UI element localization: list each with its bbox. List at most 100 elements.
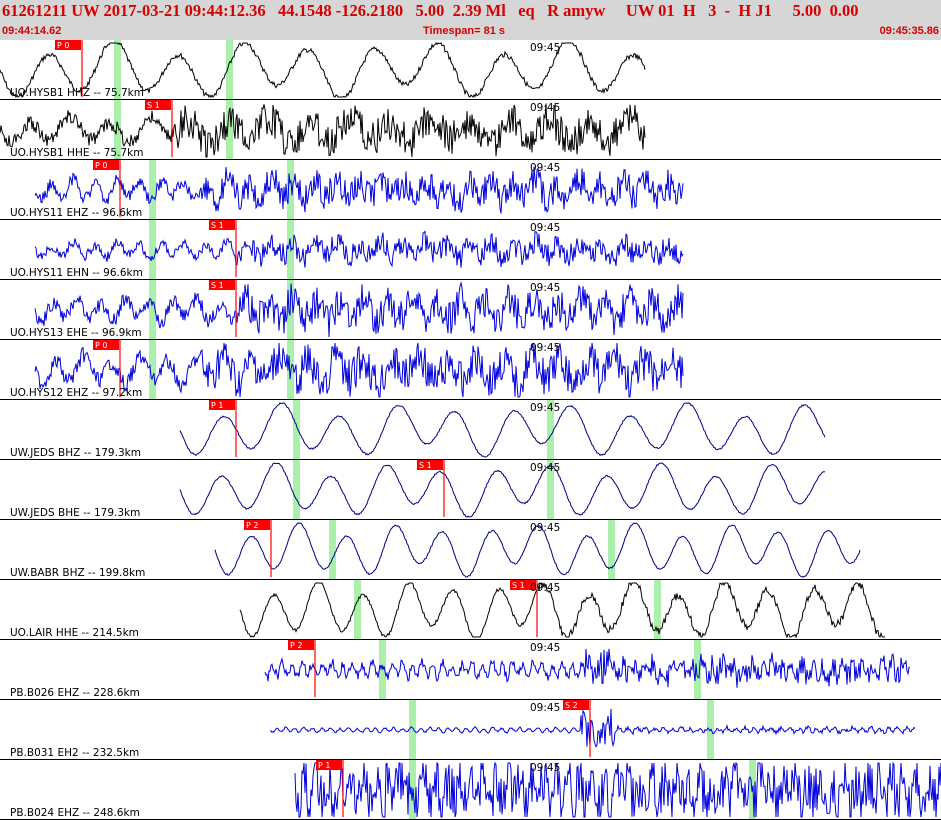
timespan-label: Timespan= 81 s	[423, 25, 506, 37]
time-marker: 09:45	[530, 702, 560, 714]
phase-marker	[149, 160, 156, 220]
pick-flag[interactable]	[93, 160, 119, 170]
waveform	[34, 342, 684, 398]
waveform	[239, 581, 885, 639]
phase-marker	[293, 400, 300, 460]
time-marker: 09:45	[530, 42, 560, 54]
pick-flag[interactable]	[563, 700, 589, 710]
station-label: UW.JEDS BHE -- 179.3km	[10, 507, 140, 519]
phase-marker	[547, 400, 554, 460]
waveform	[179, 462, 826, 518]
station-label: UO.HYS12 EHZ -- 97.2km	[10, 387, 142, 399]
phase-marker	[354, 580, 361, 640]
station-label: UO.HYSB1 HHZ -- 75.7km	[10, 87, 144, 99]
trace-row[interactable]: S 1 09:45 UO.LAIR HHE -- 214.5km	[0, 580, 941, 640]
phase-marker	[226, 40, 233, 100]
pick-label: P 2	[290, 641, 302, 650]
trace-row[interactable]: S 1 09:45 UW.JEDS BHE -- 179.3km	[0, 460, 941, 520]
phase-marker	[293, 460, 300, 520]
pick-flag[interactable]	[417, 460, 443, 470]
pick-flag[interactable]	[244, 520, 270, 530]
phase-marker	[114, 40, 121, 100]
trace-row[interactable]: P 0 09:45 UO.HYS12 EHZ -- 97.2km	[0, 340, 941, 400]
trace-row[interactable]: P 0 09:45 UO.HYSB1 HHZ -- 75.7km	[0, 40, 941, 100]
waveform	[269, 708, 916, 748]
event-title: 61261211 UW 2017-03-21 09:44:12.36 44.15…	[2, 1, 859, 20]
pick-label: P 1	[318, 761, 330, 770]
phase-marker	[694, 640, 701, 700]
station-label: PB.B026 EHZ -- 228.6km	[10, 687, 140, 699]
time-marker: 09:45	[530, 522, 560, 534]
trace-row[interactable]: S 1 09:45 UO.HYS11 EHN -- 96.6km	[0, 220, 941, 280]
phase-marker	[287, 160, 294, 220]
pick-label: P 1	[211, 401, 223, 410]
time-marker: 09:45	[530, 342, 560, 354]
trace-row[interactable]: S 2 09:45 PB.B031 EH2 -- 232.5km	[0, 700, 941, 760]
time-marker: 09:45	[530, 642, 560, 654]
trace-row[interactable]: P 2 09:45 UW.BABR BHZ -- 199.8km	[0, 520, 941, 580]
pick-flag[interactable]	[209, 280, 235, 290]
station-label: UO.LAIR HHE -- 214.5km	[10, 627, 139, 639]
pick-label: P 0	[95, 161, 107, 170]
trace-row[interactable]: S 1 09:45 UO.HYSB1 HHE -- 75.7km	[0, 100, 941, 160]
time-marker: 09:45	[530, 222, 560, 234]
waveform	[264, 648, 911, 688]
waveform	[34, 281, 684, 338]
waveform	[0, 103, 646, 158]
phase-marker	[114, 100, 121, 160]
time-marker: 09:45	[530, 162, 560, 174]
waveform	[34, 230, 684, 268]
waveform	[179, 402, 826, 458]
phase-marker	[149, 280, 156, 340]
start-time: 09:44:14.62	[2, 25, 62, 37]
phase-marker	[608, 520, 615, 580]
station-label: UO.HYS11 EHN -- 96.6km	[10, 267, 143, 279]
trace-row[interactable]: S 1 09:45 UO.HYS13 EHE -- 96.9km	[0, 280, 941, 340]
time-marker: 09:45	[530, 282, 560, 294]
pick-label: S 1	[211, 221, 224, 230]
waveform	[34, 166, 684, 214]
pick-flag[interactable]	[209, 220, 235, 230]
phase-marker	[329, 520, 336, 580]
trace-row[interactable]: P 1 09:45 UW.JEDS BHZ -- 179.3km	[0, 400, 941, 460]
waveform	[294, 761, 941, 818]
station-label: UW.BABR BHZ -- 199.8km	[10, 567, 145, 579]
pick-flag[interactable]	[55, 40, 81, 50]
station-label: PB.B024 EHZ -- 248.6km	[10, 807, 140, 819]
time-marker: 09:45	[530, 762, 560, 774]
pick-flag[interactable]	[316, 760, 342, 770]
trace-row[interactable]: P 1 09:45 PB.B024 EHZ -- 248.6km	[0, 760, 941, 820]
station-label: UO.HYS11 EHZ -- 96.6km	[10, 207, 142, 219]
pick-flag[interactable]	[288, 640, 314, 650]
pick-flag[interactable]	[209, 400, 235, 410]
phase-marker	[654, 580, 661, 640]
station-label: UO.HYSB1 HHE -- 75.7km	[10, 147, 143, 159]
phase-marker	[149, 220, 156, 280]
time-marker: 09:45	[530, 402, 560, 414]
station-label: PB.B031 EH2 -- 232.5km	[10, 747, 139, 759]
phase-marker	[547, 460, 554, 520]
pick-label: P 0	[95, 341, 107, 350]
time-marker: 09:45	[530, 582, 560, 594]
pick-flag[interactable]	[510, 580, 536, 590]
phase-marker	[149, 340, 156, 400]
waveform	[214, 522, 861, 578]
pick-label: P 2	[246, 521, 258, 530]
pick-flag[interactable]	[145, 100, 171, 110]
trace-row[interactable]: P 2 09:45 PB.B026 EHZ -- 228.6km	[0, 640, 941, 700]
phase-marker	[226, 100, 233, 160]
pick-label: P 0	[57, 41, 69, 50]
phase-marker	[379, 640, 386, 700]
pick-label: S 2	[565, 701, 578, 710]
pick-label: S 1	[211, 281, 224, 290]
header-bar: 61261211 UW 2017-03-21 09:44:12.36 44.15…	[0, 0, 941, 40]
waveform	[0, 42, 646, 99]
pick-label: S 1	[147, 101, 160, 110]
trace-row[interactable]: P 0 09:45 UO.HYS11 EHZ -- 96.6km	[0, 160, 941, 220]
time-marker: 09:45	[530, 102, 560, 114]
end-time: 09:45:35.86	[879, 25, 939, 37]
phase-marker	[409, 700, 416, 760]
pick-flag[interactable]	[93, 340, 119, 350]
pick-label: S 1	[419, 461, 432, 470]
